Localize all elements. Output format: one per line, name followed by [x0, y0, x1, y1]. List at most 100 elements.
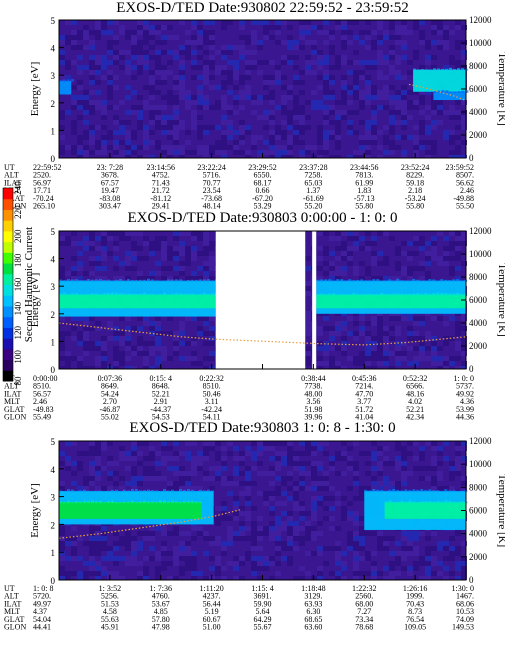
ephem-cell: 10.53: [456, 607, 474, 616]
noise-cell: [323, 516, 329, 521]
noise-cell: [329, 486, 335, 491]
noise-cell: [329, 80, 335, 85]
noise-cell: [137, 276, 143, 281]
band-edge: [139, 293, 142, 296]
noise-cell: [287, 45, 293, 50]
noise-cell: [371, 241, 377, 246]
noise-cell: [395, 481, 401, 486]
band-edge: [452, 279, 456, 282]
noise-cell: [341, 231, 347, 236]
noise-cell: [125, 356, 131, 361]
noise-cell: [89, 55, 95, 60]
noise-cell: [203, 75, 209, 80]
noise-cell: [179, 231, 185, 236]
noise-cell: [293, 55, 299, 60]
noise-cell: [461, 566, 467, 571]
noise-cell: [191, 456, 197, 461]
noise-cell: [155, 341, 161, 346]
noise-cell: [329, 461, 335, 466]
noise-cell: [281, 501, 287, 506]
noise-cell: [287, 140, 293, 145]
noise-cell: [251, 506, 257, 511]
noise-cell: [209, 466, 215, 471]
noise-cell: [275, 461, 281, 466]
noise-cell: [173, 135, 179, 140]
noise-cell: [371, 576, 377, 580]
noise-cell: [137, 271, 143, 276]
noise-cell: [329, 30, 335, 35]
noise-cell: [401, 551, 407, 556]
noise-cell: [209, 536, 215, 541]
noise-cell: [425, 346, 431, 351]
ephem-cell: 1: 3:52: [99, 584, 121, 593]
noise-cell: [191, 351, 197, 356]
noise-cell: [347, 316, 353, 321]
noise-cell: [131, 105, 137, 110]
noise-cell: [443, 341, 449, 346]
y-tick-label: 1: [51, 337, 56, 347]
noise-cell: [305, 441, 311, 446]
noise-cell: [293, 521, 299, 526]
noise-cell: [215, 451, 221, 456]
noise-cell: [131, 50, 137, 55]
noise-cell: [65, 441, 71, 446]
noise-cell: [299, 486, 305, 491]
noise-cell: [131, 446, 137, 451]
band-edge: [63, 292, 66, 296]
noise-cell: [173, 236, 179, 241]
noise-cell: [71, 541, 77, 546]
ephem-cell: 7813.: [355, 171, 373, 180]
noise-cell: [323, 120, 329, 125]
noise-cell: [191, 125, 197, 130]
noise-cell: [239, 90, 245, 95]
noise-cell: [197, 85, 203, 90]
noise-cell: [161, 25, 167, 30]
noise-cell: [263, 140, 269, 145]
noise-cell: [137, 531, 143, 536]
noise-cell: [119, 276, 125, 281]
noise-cell: [77, 115, 83, 120]
noise-cell: [161, 541, 167, 546]
noise-cell: [341, 561, 347, 566]
noise-cell: [119, 50, 125, 55]
noise-cell: [221, 140, 227, 145]
noise-cell: [257, 20, 263, 25]
noise-cell: [275, 25, 281, 30]
noise-cell: [65, 145, 71, 150]
y2-tick-label: 2000: [469, 552, 488, 562]
noise-cell: [305, 321, 311, 326]
noise-cell: [269, 491, 275, 496]
noise-cell: [425, 576, 431, 580]
noise-cell: [179, 356, 185, 361]
y-tick-label: 3: [51, 493, 56, 503]
noise-cell: [203, 246, 209, 251]
ephem-cell: 1: 0: 0: [454, 374, 474, 383]
ephem-cell: 51.53: [101, 599, 119, 608]
band-edge: [396, 278, 400, 282]
noise-cell: [419, 95, 425, 100]
noise-cell: [83, 241, 89, 246]
ephem-cell: 7738.: [304, 382, 322, 391]
noise-cell: [317, 571, 323, 576]
band-edge: [151, 293, 154, 296]
noise-cell: [455, 266, 461, 271]
noise-cell: [311, 441, 317, 446]
noise-cell: [305, 286, 311, 291]
noise-cell: [191, 556, 197, 561]
noise-cell: [437, 120, 443, 125]
ephem-cell: 22:59:52: [33, 163, 61, 172]
band-edge: [139, 501, 142, 504]
noise-cell: [221, 516, 227, 521]
noise-cell: [113, 50, 119, 55]
noise-cell: [203, 60, 209, 65]
noise-cell: [83, 341, 89, 346]
noise-cell: [155, 566, 161, 571]
noise-cell: [113, 60, 119, 65]
noise-cell: [371, 341, 377, 346]
noise-cell: [113, 140, 119, 145]
noise-cell: [161, 120, 167, 125]
noise-cell: [173, 351, 179, 356]
noise-cell: [143, 341, 149, 346]
noise-cell: [293, 110, 299, 115]
